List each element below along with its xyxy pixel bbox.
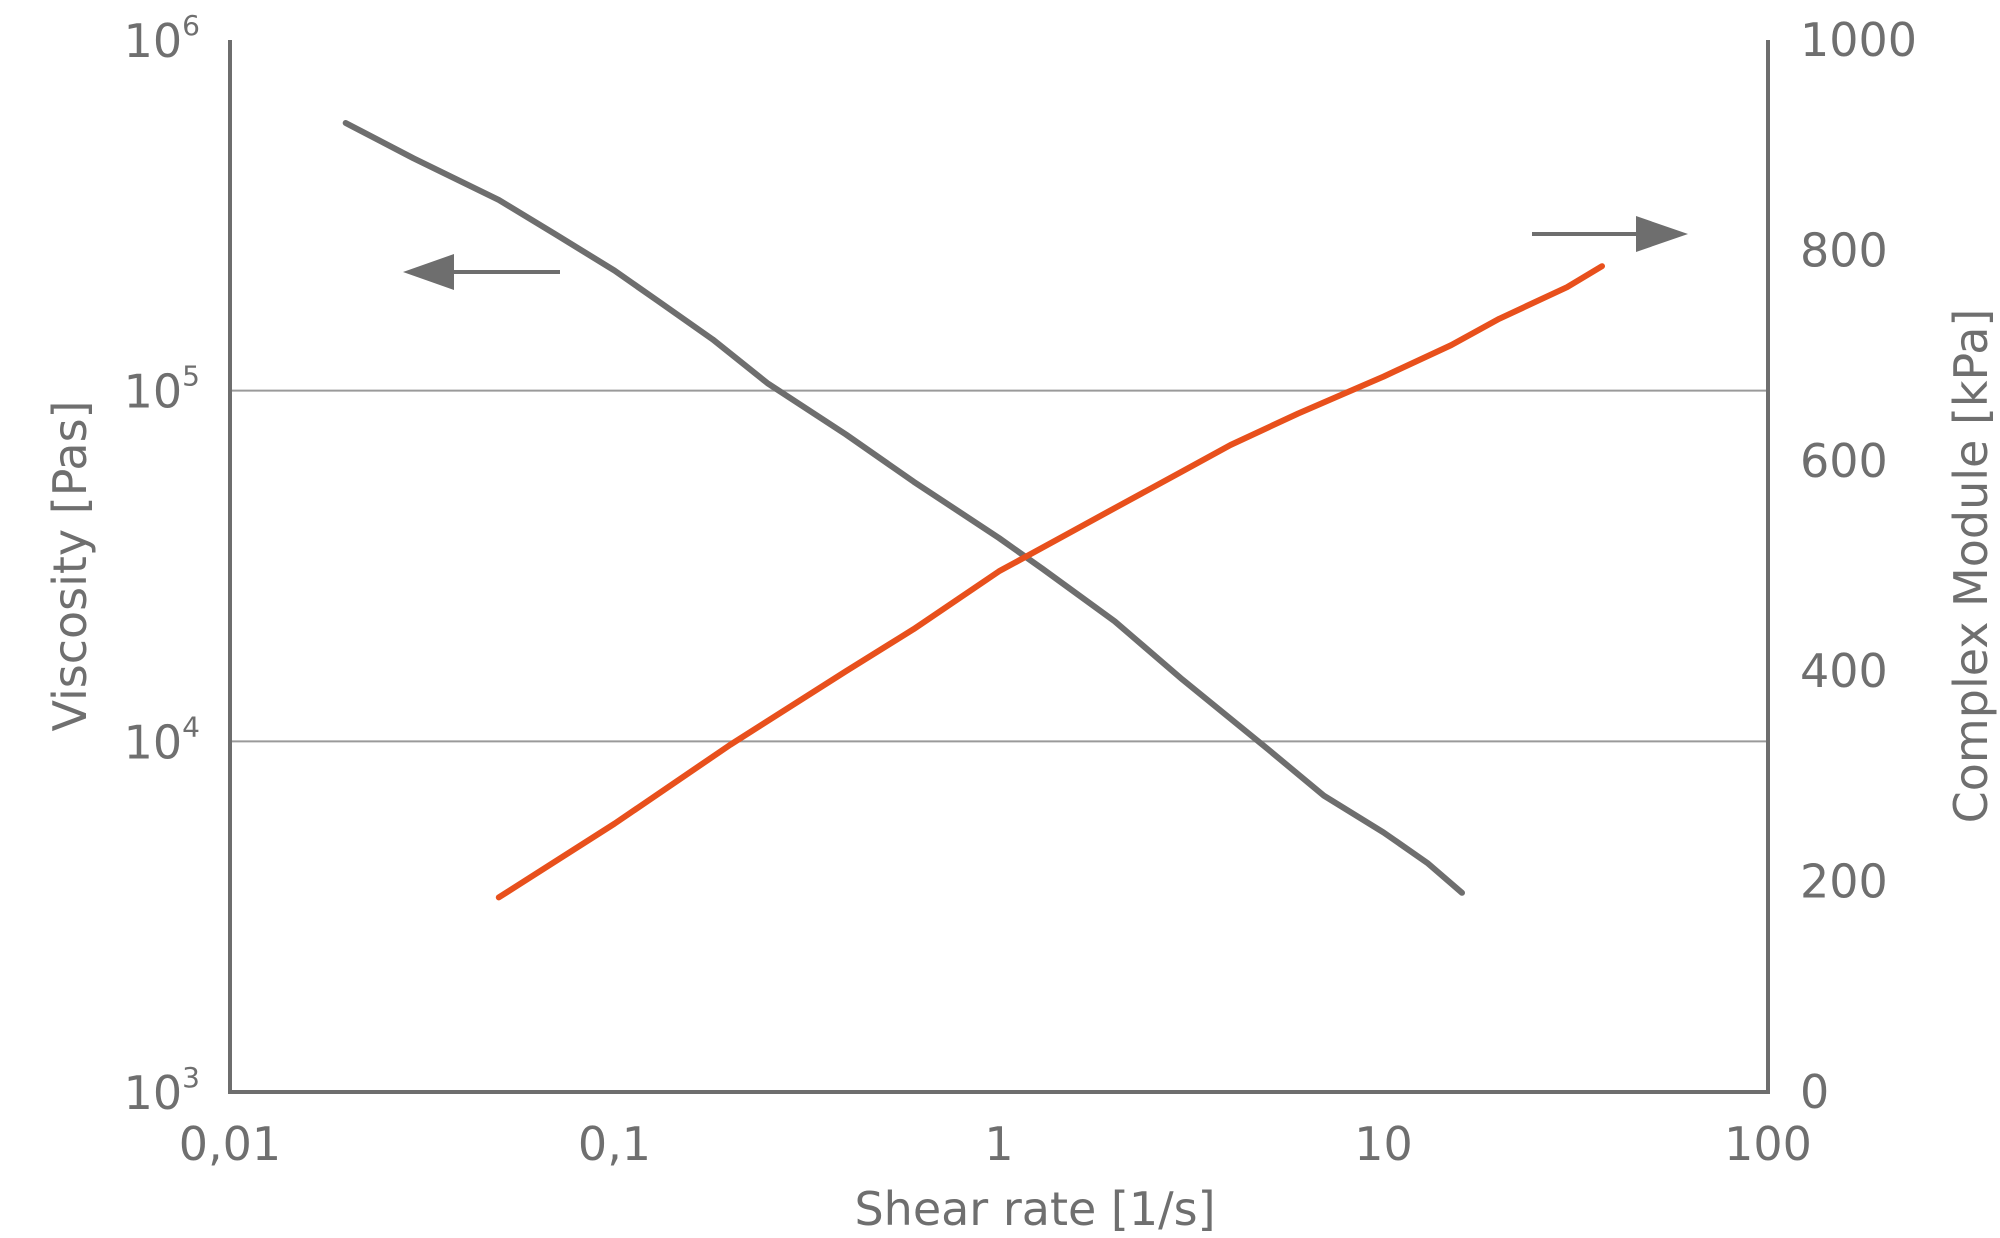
right-y-tick-label: 600 [1800,434,1888,488]
annotations [403,216,1688,290]
series-line-viscosity [342,120,1465,896]
right-y-tick-label: 1000 [1800,13,1917,67]
right-y-tick-label: 400 [1800,644,1888,698]
tick-labels: 0,01 0,1 1 10 100 103 104 105 106 0 200 400 600 800 10… [124,9,1917,1171]
x-tick-label: 0,1 [578,1117,651,1171]
x-tick-label: 0,01 [179,1117,281,1171]
series [342,120,1605,901]
right-y-tick-label: 0 [1800,1065,1829,1119]
x-tick-label: 1 [984,1117,1013,1171]
x-tick-label: 100 [1724,1117,1812,1171]
axes [228,40,1770,1094]
right-y-tick-label: 200 [1800,855,1888,909]
left-y-tick-label: 104 [124,710,200,769]
right-y-axis-label: Complex Module [kPa] [1944,309,1998,824]
grid-lines [230,389,1768,743]
left-y-tick-label: 106 [124,9,200,68]
left-y-axis-label: Viscosity [Pas] [43,401,97,732]
x-tick-label: 10 [1354,1117,1413,1171]
left-y-tick-label: 105 [124,360,200,419]
left-y-tick-label: 103 [124,1061,200,1120]
series-line-complex-module [495,263,1605,901]
left-arrow-head [403,254,454,290]
right-arrow-head [1636,216,1688,252]
right-y-tick-label: 800 [1800,223,1888,277]
x-axis-label: Shear rate [1/s] [854,1182,1215,1236]
